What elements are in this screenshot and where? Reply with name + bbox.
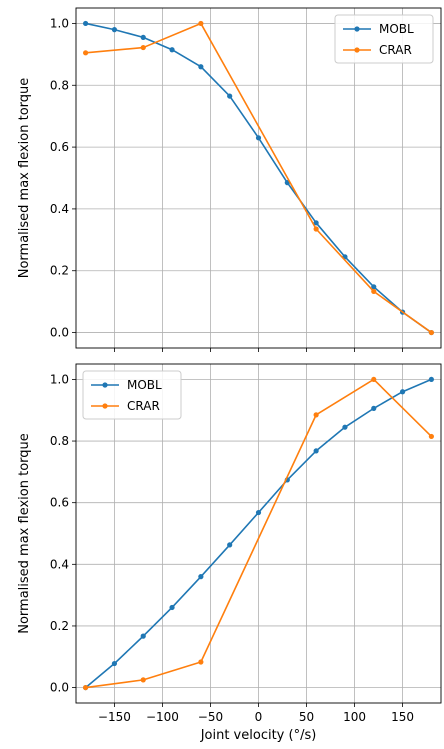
data-point-mobl [111,27,118,33]
y-axis-label: Normalised max flexion torque [17,433,32,634]
y-tick-label: 0.2 [50,619,69,633]
data-point-mobl [255,135,262,141]
x-tick-label: −100 [146,710,179,724]
data-point-mobl [198,64,204,70]
data-point-mobl [428,376,434,383]
data-point-mobl [371,284,377,290]
data-point-mobl [399,389,406,395]
data-point-crar [198,659,204,665]
legend-label-mobl: MOBL [127,378,162,392]
x-tick-label: −150 [98,710,131,724]
legend-label-crar: CRAR [379,43,412,57]
legend-marker-mobl [102,382,108,388]
data-point-mobl [83,20,89,27]
data-point-mobl [169,604,175,611]
data-point-mobl [313,220,319,226]
data-point-crar [371,288,377,295]
legend-label-mobl: MOBL [379,22,414,36]
data-point-mobl [313,448,319,454]
x-tick-label: −50 [198,710,223,724]
series-line-crar [85,22,432,334]
data-point-mobl [255,509,262,516]
legend-marker-crar [102,403,108,409]
y-tick-label: 1.0 [50,16,69,30]
series-line-crar [85,378,432,689]
data-point-mobl [111,660,118,667]
legend-label-crar: CRAR [127,399,160,413]
x-tick-label: 100 [343,710,366,724]
bottom-panel: −150 −100 −50 0 50 100 150 0.0 0.2 0.4 0.6 0.8 1.0 No… [17,363,442,743]
legend: MOBL CRAR [334,14,434,64]
x-axis-label: Joint velocity (°/s) [200,728,317,743]
y-tick-label: 0.4 [50,202,69,216]
data-point-mobl [169,47,175,53]
data-point-crar [371,376,377,383]
data-point-crar [428,329,434,336]
data-point-mobl [342,424,348,430]
data-point-crar [83,50,89,56]
y-tick-label: 0.8 [50,78,69,92]
y-tick-label: 0.0 [50,681,69,695]
y-tick-label: 0.2 [50,264,69,278]
legend: MOBL CRAR [82,370,182,420]
y-tick-label: 0.6 [50,496,69,510]
data-point-mobl [140,633,146,639]
data-point-crar [198,20,204,27]
x-tick-label: 50 [299,710,314,724]
y-tick-label: 0.8 [50,434,69,448]
y-tick-label: 1.0 [50,372,69,386]
x-tick-label: 150 [391,710,414,724]
data-point-mobl [198,574,204,580]
legend-box [82,370,182,420]
data-point-mobl [140,34,146,40]
data-point-crar [140,677,146,683]
y-tick-label: 0.0 [50,326,69,340]
data-point-mobl [371,405,377,411]
data-point-crar [140,44,146,51]
y-tick-label: 0.4 [50,557,69,571]
y-tick-label: 0.6 [50,140,69,154]
y-axis-label: Normalised max flexion torque [17,78,32,279]
data-point-mobl [227,93,233,99]
legend-marker-crar [354,47,360,53]
legend-box [334,14,434,64]
data-point-crar [313,226,319,232]
top-panel: 0.0 0.2 0.4 0.6 0.8 1.0 Normalised max flexion… [17,7,442,352]
data-point-crar [83,684,89,691]
x-tick-label: 0 [255,710,263,724]
data-point-crar [313,412,319,418]
data-point-crar [428,433,434,440]
legend-marker-mobl [354,26,360,32]
data-point-mobl [227,542,233,548]
